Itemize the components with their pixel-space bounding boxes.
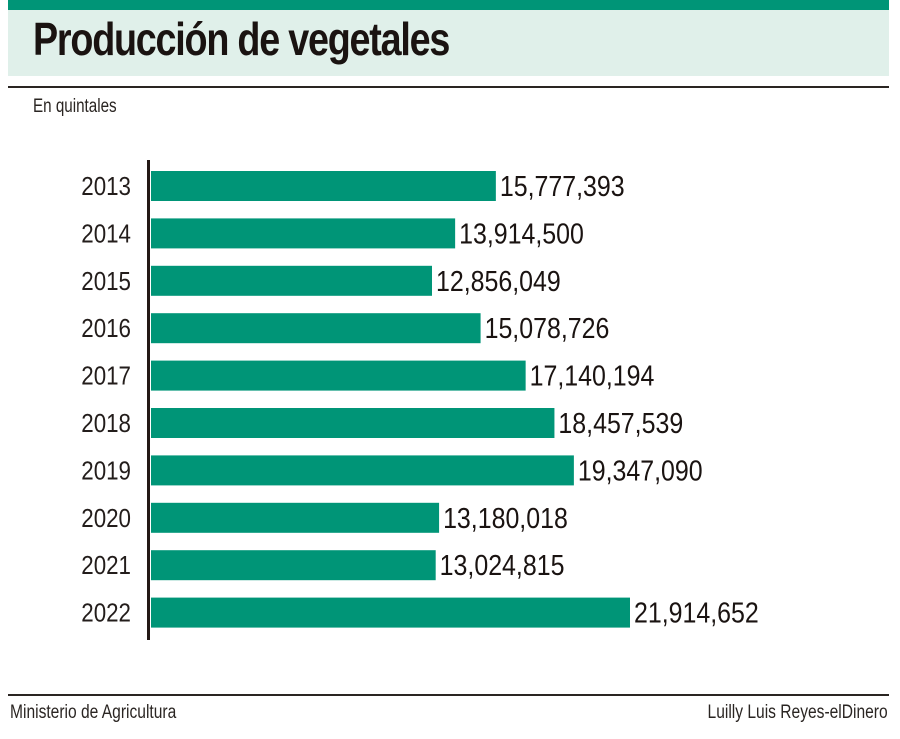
bar-2020: [151, 502, 440, 533]
year-label-2015: 2015: [81, 267, 131, 296]
year-label-2016: 2016: [81, 315, 131, 344]
bars-group: [151, 171, 630, 628]
year-label-2022: 2022: [81, 599, 131, 628]
year-label-2013: 2013: [81, 172, 131, 201]
value-label-2019: 19,347,090: [578, 455, 703, 487]
year-label-2021: 2021: [81, 552, 131, 581]
title-band: [8, 10, 889, 76]
header-divider: [8, 86, 889, 88]
top-accent-band: [8, 0, 889, 10]
value-label-2018: 18,457,539: [558, 407, 683, 439]
bar-2021: [151, 550, 436, 581]
value-label-2015: 12,856,049: [436, 265, 561, 297]
year-labels-group: 2013 2014 2015 2016 2017 2018 2019 2020 2021 2022: [81, 172, 131, 628]
bar-2014: [151, 218, 456, 249]
value-label-2016: 15,078,726: [485, 312, 610, 344]
bar-2016: [151, 313, 481, 344]
bar-2013: [151, 171, 496, 201]
bar-2019: [151, 455, 574, 486]
year-label-2018: 2018: [81, 409, 131, 438]
year-label-2017: 2017: [81, 362, 131, 391]
year-label-2020: 2020: [81, 504, 131, 533]
value-label-2021: 13,024,815: [440, 549, 565, 581]
chart-title: Producción de vegetales: [33, 13, 450, 65]
chart-subtitle: En quintales: [33, 96, 117, 117]
bar-2017: [151, 360, 526, 391]
value-label-2013: 15,777,393: [500, 170, 625, 202]
value-labels-group: 15,777,393 13,914,500 12,856,049 15,078,726…: [436, 170, 759, 629]
credit-label: Luilly Luis Reyes-elDinero: [707, 702, 888, 723]
source-label: Ministerio de Agricultura: [10, 702, 177, 723]
value-label-2017: 17,140,194: [530, 360, 655, 392]
value-label-2022: 21,914,652: [634, 597, 759, 629]
bar-2015: [151, 265, 433, 296]
bar-2022: [151, 597, 630, 628]
value-label-2014: 13,914,500: [459, 218, 584, 250]
value-label-2020: 13,180,018: [443, 502, 568, 534]
year-label-2019: 2019: [81, 457, 131, 486]
footer-divider: [8, 694, 889, 696]
bar-2018: [151, 408, 555, 438]
year-label-2014: 2014: [81, 220, 131, 249]
